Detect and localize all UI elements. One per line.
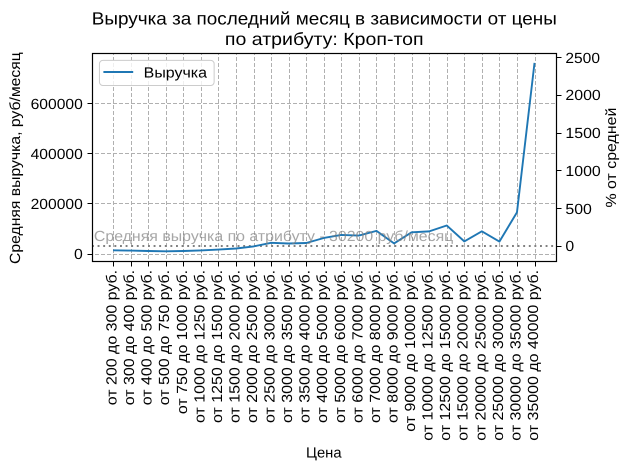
svg-text:от 7000 до 8000 руб.: от 7000 до 8000 руб. [368, 270, 384, 423]
svg-text:от 750 до 1000 руб.: от 750 до 1000 руб. [175, 270, 191, 414]
svg-text:от 25000 до 30000 руб.: от 25000 до 30000 руб. [491, 270, 507, 441]
svg-text:200000: 200000 [31, 197, 83, 213]
svg-text:0: 0 [74, 247, 83, 263]
svg-text:от 500 до 750 руб.: от 500 до 750 руб. [157, 270, 173, 405]
svg-text:от 200 до 300 руб.: от 200 до 300 руб. [105, 270, 121, 405]
svg-text:1500: 1500 [565, 126, 600, 142]
svg-text:от 400 до 500 руб.: от 400 до 500 руб. [140, 270, 156, 405]
svg-text:от 3000 до 3500 руб.: от 3000 до 3500 руб. [280, 270, 296, 423]
svg-text:от 30000 до 35000 руб.: от 30000 до 35000 руб. [508, 270, 524, 441]
svg-text:от 2000 до 2500 руб.: от 2000 до 2500 руб. [245, 270, 261, 423]
svg-text:от 9000 до 10000 руб.: от 9000 до 10000 руб. [403, 270, 419, 432]
svg-text:от 2500 до 3000 руб.: от 2500 до 3000 руб. [263, 270, 279, 423]
svg-text:Цена: Цена [306, 445, 342, 461]
svg-text:от 8000 до 9000 руб.: от 8000 до 9000 руб. [385, 270, 401, 423]
svg-text:Выручка: Выручка [144, 65, 208, 81]
svg-text:2500: 2500 [565, 51, 600, 67]
svg-text:от 300 до 400 руб.: от 300 до 400 руб. [122, 270, 138, 405]
svg-text:1000: 1000 [565, 164, 600, 180]
svg-text:от 1500 до 2000 руб.: от 1500 до 2000 руб. [227, 270, 243, 423]
svg-text:Средняя выручка, руб/месяц: Средняя выручка, руб/месяц [8, 52, 24, 264]
svg-text:от 15000 до 20000 руб.: от 15000 до 20000 руб. [456, 270, 472, 441]
svg-text:от 5000 до 6000 руб.: от 5000 до 6000 руб. [333, 270, 349, 423]
svg-text:от 35000 до 40000 руб.: от 35000 до 40000 руб. [526, 270, 542, 441]
svg-text:400000: 400000 [31, 147, 83, 163]
svg-text:от 10000 до 12500 руб.: от 10000 до 12500 руб. [421, 270, 437, 441]
svg-text:0: 0 [565, 239, 574, 255]
svg-text:Средняя выручка по атрибуту -: Средняя выручка по атрибуту - 30200 руб/… [94, 229, 454, 245]
svg-text:от 6000 до 7000 руб.: от 6000 до 7000 руб. [350, 270, 366, 423]
svg-text:Выручка за последний месяц в з: Выручка за последний месяц в зависимости… [92, 8, 557, 28]
svg-text:500: 500 [565, 202, 592, 218]
svg-text:от 3500 до 4000 руб.: от 3500 до 4000 руб. [298, 270, 314, 423]
svg-text:2000: 2000 [565, 88, 600, 104]
svg-text:от 12500 до 15000 руб.: от 12500 до 15000 руб. [438, 270, 454, 441]
svg-text:от 20000 до 25000 руб.: от 20000 до 25000 руб. [473, 270, 489, 441]
svg-text:по атрибуту: Кроп-топ: по атрибуту: Кроп-топ [225, 29, 424, 49]
svg-text:от 1000 до 1250 руб.: от 1000 до 1250 руб. [192, 270, 208, 423]
svg-text:600000: 600000 [31, 97, 83, 113]
svg-text:% от средней: % от средней [604, 108, 620, 208]
svg-text:от 1250 до 1500 руб.: от 1250 до 1500 руб. [210, 270, 226, 423]
svg-text:от 4000 до 5000 руб.: от 4000 до 5000 руб. [315, 270, 331, 423]
